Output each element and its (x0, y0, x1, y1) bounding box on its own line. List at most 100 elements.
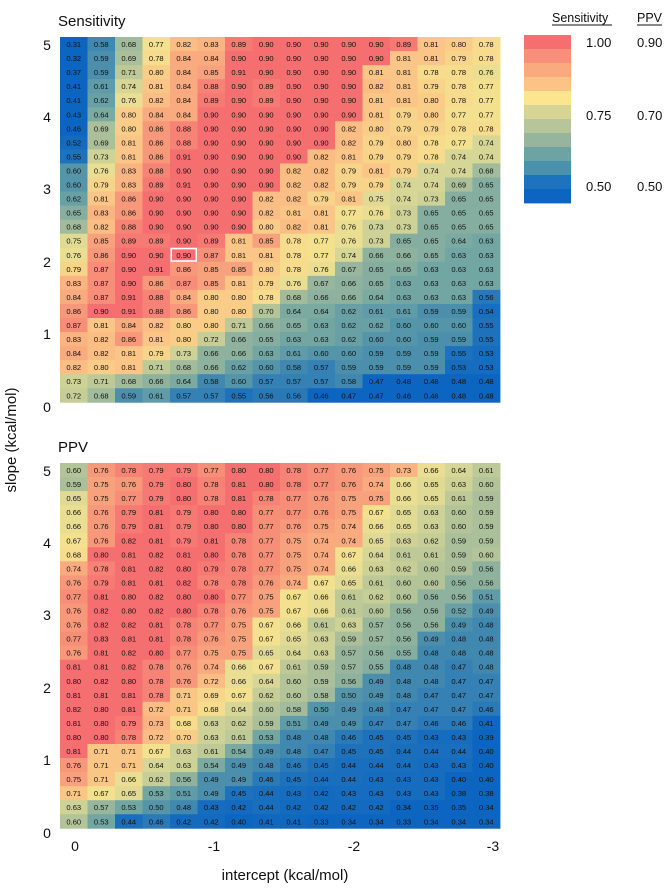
cell-value-label: 0.80 (231, 508, 246, 517)
heatmap-cell (445, 346, 473, 361)
heatmap-cell (417, 477, 446, 492)
heatmap-cell (307, 360, 336, 375)
cell-value-label: 0.87 (176, 279, 191, 288)
heatmap-cell (197, 37, 226, 52)
cell-value-label: 0.63 (369, 564, 384, 573)
cell-value-label: 0.68 (66, 223, 81, 232)
cell-value-label: 0.60 (479, 550, 494, 559)
heatmap-cell (142, 631, 171, 647)
cell-value-label: 0.47 (451, 663, 466, 672)
heatmap-cell (252, 547, 281, 562)
heatmap-cell (170, 631, 198, 647)
heatmap-cell (252, 261, 281, 277)
cell-value-label: 0.65 (66, 494, 81, 503)
heatmap-cell (445, 107, 473, 122)
heatmap-cell (307, 93, 336, 108)
cell-value-label: 0.64 (259, 677, 274, 686)
cell-value-label: 0.90 (231, 96, 246, 105)
cell-value-label: 0.78 (286, 480, 301, 489)
cell-value-label: 0.81 (121, 564, 136, 573)
cell-value-label: 0.90 (94, 307, 109, 316)
heatmap-cell (60, 561, 88, 576)
heatmap-cell (225, 374, 253, 389)
heatmap-cell (362, 303, 391, 319)
cell-value-label: 0.58 (286, 363, 301, 372)
cell-value-label: 0.80 (424, 110, 439, 119)
heatmap-cell (335, 79, 363, 94)
heatmap-cell (197, 149, 226, 164)
cell-value-label: 0.49 (369, 691, 384, 700)
heatmap-cell (280, 388, 308, 403)
cell-value-label: 0.81 (94, 663, 109, 672)
heatmap-cell (142, 561, 171, 576)
heatmap-cell (142, 772, 171, 787)
heatmap-cell (87, 191, 116, 206)
cell-value-label: 0.44 (341, 761, 356, 770)
cell-value-label: 0.63 (451, 265, 466, 274)
heatmap-cell (307, 561, 336, 576)
cell-value-label: 0.65 (121, 789, 136, 798)
cell-value-label: 0.76 (66, 251, 81, 260)
heatmap-cell (472, 814, 501, 829)
heatmap-cell (197, 163, 226, 178)
cell-value-label: 0.65 (396, 522, 411, 531)
heatmap-cell (335, 772, 363, 787)
cell-value-label: 0.64 (314, 307, 329, 316)
cell-value-label: 0.80 (369, 124, 384, 133)
heatmap-cell (252, 93, 281, 108)
cell-value-label: 0.81 (204, 536, 219, 545)
cell-value-label: 0.59 (424, 335, 439, 344)
heatmap-cell (87, 786, 116, 801)
heatmap-cell (142, 205, 171, 221)
heatmap-cell (307, 786, 336, 801)
cell-value-label: 0.65 (451, 195, 466, 204)
cell-value-label: 0.90 (314, 40, 329, 49)
cell-value-label: 0.50 (149, 803, 164, 812)
cell-value-label: 0.68 (286, 293, 301, 302)
heatmap-cell (170, 79, 198, 94)
cell-value-label: 0.66 (66, 522, 81, 531)
heatmap-cell (225, 346, 253, 361)
cell-value-label: 0.81 (231, 237, 246, 246)
cell-value-label: 0.76 (204, 635, 219, 644)
cell-value-label: 0.90 (231, 166, 246, 175)
cell-value-label: 0.84 (204, 54, 219, 63)
heatmap-cell (335, 37, 363, 52)
cell-value-label: 0.59 (341, 635, 356, 644)
heatmap-cell (417, 191, 446, 206)
cell-value-label: 0.40 (451, 775, 466, 784)
cell-value-label: 0.83 (66, 279, 81, 288)
cell-value-label: 0.77 (314, 466, 329, 475)
heatmap-cell (335, 107, 363, 122)
cell-value-label: 0.76 (94, 522, 109, 531)
cell-value-label: 0.66 (396, 251, 411, 260)
cell-value-label: 0.76 (341, 466, 356, 475)
cell-value-label: 0.65 (369, 536, 384, 545)
heatmap-cell (280, 729, 308, 745)
heatmap-cell (280, 519, 308, 534)
heatmap-cell (115, 617, 143, 632)
cell-value-label: 0.42 (341, 803, 356, 812)
heatmap-cell (115, 79, 143, 94)
cell-value-label: 0.91 (176, 152, 191, 161)
heatmap-cell (307, 388, 336, 403)
cell-value-label: 0.57 (259, 377, 274, 386)
heatmap-cell (472, 547, 501, 562)
cell-value-label: 0.65 (286, 321, 301, 330)
cell-value-label: 0.60 (451, 522, 466, 531)
heatmap-cell (307, 701, 336, 717)
heatmap-cell (390, 65, 418, 80)
cell-value-label: 0.47 (424, 705, 439, 714)
heatmap-cell (252, 163, 281, 178)
cell-value-label: 0.78 (479, 40, 494, 49)
cell-value-label: 0.47 (396, 705, 411, 714)
heatmap-cell (445, 744, 473, 759)
heatmap-cell (197, 800, 226, 815)
cell-value-label: 0.44 (424, 747, 439, 756)
cell-value-label: 0.60 (396, 335, 411, 344)
heatmap-cell (445, 772, 473, 787)
heatmap-cell (225, 93, 253, 108)
heatmap-cell (197, 219, 226, 235)
heatmap-cell (417, 177, 446, 192)
cell-value-label: 0.60 (66, 466, 81, 475)
